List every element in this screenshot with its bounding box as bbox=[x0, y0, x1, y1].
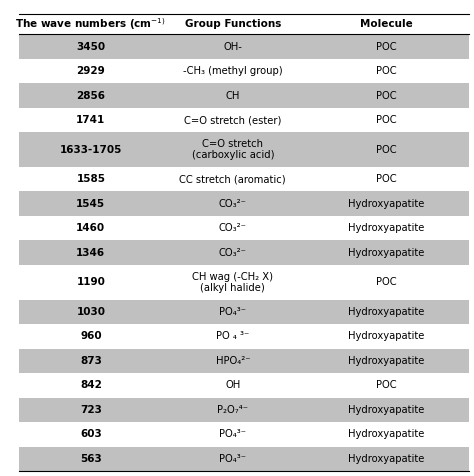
Text: POC: POC bbox=[376, 66, 396, 76]
Text: 3450: 3450 bbox=[76, 41, 105, 51]
Text: Hydroxyapatite: Hydroxyapatite bbox=[348, 405, 424, 415]
Text: POC: POC bbox=[376, 115, 396, 125]
Text: POC: POC bbox=[376, 278, 396, 288]
FancyBboxPatch shape bbox=[18, 397, 469, 422]
Text: PO₄³⁻: PO₄³⁻ bbox=[219, 429, 246, 439]
Text: 1460: 1460 bbox=[76, 223, 105, 233]
FancyBboxPatch shape bbox=[18, 240, 469, 265]
Text: Molecule: Molecule bbox=[360, 19, 412, 30]
Text: 2929: 2929 bbox=[76, 66, 105, 76]
Text: PO₄³⁻: PO₄³⁻ bbox=[219, 307, 246, 317]
Text: 563: 563 bbox=[80, 454, 102, 464]
Text: 873: 873 bbox=[80, 356, 102, 366]
Text: 1741: 1741 bbox=[76, 115, 105, 125]
Text: P₂O₇⁴⁻: P₂O₇⁴⁻ bbox=[217, 405, 248, 415]
Text: PO ₄ ³⁻: PO ₄ ³⁻ bbox=[216, 331, 249, 341]
Text: CO₃²⁻: CO₃²⁻ bbox=[219, 198, 247, 208]
FancyBboxPatch shape bbox=[18, 446, 469, 471]
Text: Group Functions: Group Functions bbox=[184, 19, 281, 30]
Text: 1346: 1346 bbox=[76, 248, 105, 258]
FancyBboxPatch shape bbox=[18, 299, 469, 324]
Text: 1030: 1030 bbox=[76, 307, 105, 317]
Text: POC: POC bbox=[376, 145, 396, 155]
Text: The wave numbers (cm$^{-1)}$: The wave numbers (cm$^{-1)}$ bbox=[16, 16, 166, 32]
Text: 1190: 1190 bbox=[76, 278, 105, 288]
FancyBboxPatch shape bbox=[18, 191, 469, 216]
FancyBboxPatch shape bbox=[18, 14, 469, 34]
Text: Hydroxyapatite: Hydroxyapatite bbox=[348, 198, 424, 208]
Text: Hydroxyapatite: Hydroxyapatite bbox=[348, 307, 424, 317]
FancyBboxPatch shape bbox=[18, 108, 469, 132]
FancyBboxPatch shape bbox=[18, 216, 469, 240]
FancyBboxPatch shape bbox=[18, 373, 469, 397]
Text: OH: OH bbox=[225, 380, 240, 390]
FancyBboxPatch shape bbox=[18, 348, 469, 373]
Text: Hydroxyapatite: Hydroxyapatite bbox=[348, 454, 424, 464]
Text: 603: 603 bbox=[80, 429, 102, 439]
Text: C=O stretch (ester): C=O stretch (ester) bbox=[184, 115, 282, 125]
FancyBboxPatch shape bbox=[18, 132, 469, 167]
FancyBboxPatch shape bbox=[18, 265, 469, 299]
Text: CO₃²⁻: CO₃²⁻ bbox=[219, 248, 247, 258]
Text: CH wag (-CH₂ X)
(alkyl halide): CH wag (-CH₂ X) (alkyl halide) bbox=[192, 271, 273, 293]
Text: POC: POC bbox=[376, 90, 396, 100]
Text: OH-: OH- bbox=[223, 41, 242, 51]
Text: 1545: 1545 bbox=[76, 198, 105, 208]
FancyBboxPatch shape bbox=[18, 422, 469, 446]
Text: Hydroxyapatite: Hydroxyapatite bbox=[348, 248, 424, 258]
Text: PO₄³⁻: PO₄³⁻ bbox=[219, 454, 246, 464]
Text: POC: POC bbox=[376, 380, 396, 390]
Text: CH: CH bbox=[226, 90, 240, 100]
Text: Hydroxyapatite: Hydroxyapatite bbox=[348, 429, 424, 439]
Text: -CH₃ (methyl group): -CH₃ (methyl group) bbox=[183, 66, 283, 76]
Text: Hydroxyapatite: Hydroxyapatite bbox=[348, 223, 424, 233]
Text: 842: 842 bbox=[80, 380, 102, 390]
Text: Hydroxyapatite: Hydroxyapatite bbox=[348, 331, 424, 341]
Text: POC: POC bbox=[376, 41, 396, 51]
Text: HPO₄²⁻: HPO₄²⁻ bbox=[216, 356, 250, 366]
Text: C=O stretch
(carboxylic acid): C=O stretch (carboxylic acid) bbox=[191, 139, 274, 160]
FancyBboxPatch shape bbox=[18, 324, 469, 348]
Text: 1633-1705: 1633-1705 bbox=[60, 145, 122, 155]
Text: CC stretch (aromatic): CC stretch (aromatic) bbox=[180, 174, 286, 184]
Text: 2856: 2856 bbox=[76, 90, 105, 100]
Text: 1585: 1585 bbox=[76, 174, 105, 184]
FancyBboxPatch shape bbox=[18, 83, 469, 108]
Text: POC: POC bbox=[376, 174, 396, 184]
Text: 723: 723 bbox=[80, 405, 102, 415]
FancyBboxPatch shape bbox=[18, 167, 469, 191]
FancyBboxPatch shape bbox=[18, 34, 469, 59]
Text: Hydroxyapatite: Hydroxyapatite bbox=[348, 356, 424, 366]
Text: 960: 960 bbox=[80, 331, 101, 341]
Text: CO₃²⁻: CO₃²⁻ bbox=[219, 223, 247, 233]
FancyBboxPatch shape bbox=[18, 59, 469, 83]
